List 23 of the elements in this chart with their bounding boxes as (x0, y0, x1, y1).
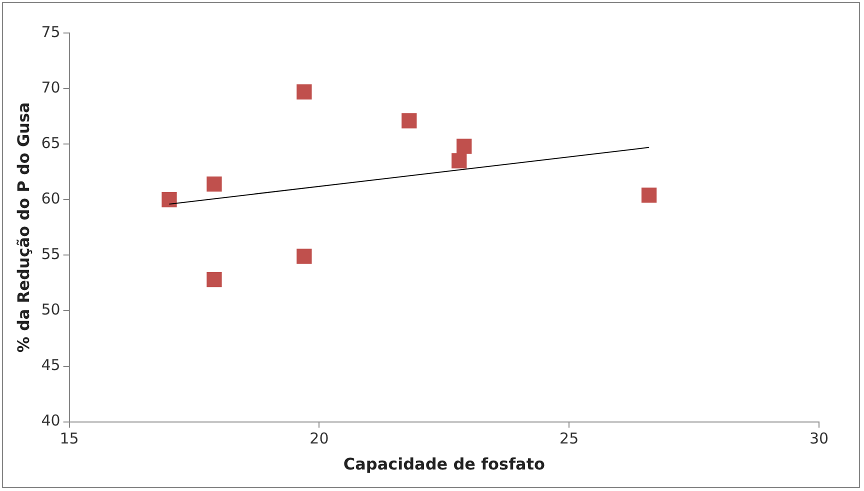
point (456, 138, 472, 154)
y-tick-label: 40 (41, 412, 60, 430)
point (206, 272, 222, 288)
x-tick-label: 30 (809, 430, 829, 448)
x-tick-label: 25 (560, 430, 579, 448)
y-axis-title: % da Redução do P do Gusa (14, 102, 33, 353)
point (296, 84, 312, 100)
y-tick-label: 75 (41, 22, 60, 41)
y-tick-label: 65 (41, 134, 60, 152)
x-tick-label: 20 (310, 430, 329, 448)
x-tick-label: 15 (60, 430, 79, 448)
y-tick-label: 50 (41, 300, 60, 319)
point (206, 176, 222, 192)
point (452, 153, 467, 168)
point (162, 192, 177, 208)
y-tick-label: 45 (41, 356, 60, 374)
y-tick-label: 70 (41, 78, 60, 96)
y-tick-label: 60 (41, 190, 60, 208)
point (402, 113, 417, 128)
x-axis-title: Capacidade de fosfato (343, 454, 545, 474)
point (296, 248, 312, 264)
point (641, 188, 657, 203)
y-tick-label: 55 (41, 245, 60, 264)
